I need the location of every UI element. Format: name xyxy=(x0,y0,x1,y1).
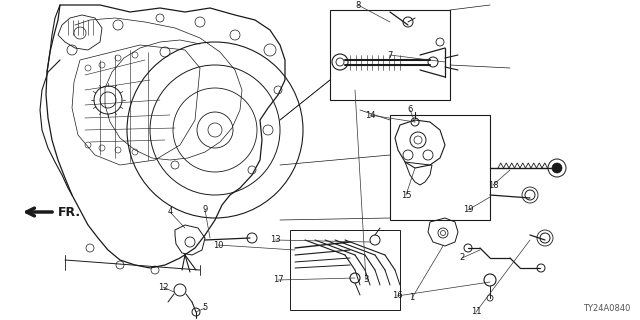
Text: 7: 7 xyxy=(387,51,393,60)
Circle shape xyxy=(552,163,562,173)
Text: 2: 2 xyxy=(460,253,465,262)
Text: 13: 13 xyxy=(269,236,280,244)
Text: 5: 5 xyxy=(202,303,207,313)
Text: 14: 14 xyxy=(365,110,375,119)
Text: TY24A0840: TY24A0840 xyxy=(582,304,630,313)
Text: 16: 16 xyxy=(392,292,403,300)
Text: 10: 10 xyxy=(212,241,223,250)
Text: 4: 4 xyxy=(168,207,173,217)
Text: 12: 12 xyxy=(157,283,168,292)
Text: 3: 3 xyxy=(364,276,369,284)
Text: 17: 17 xyxy=(273,276,284,284)
Text: 9: 9 xyxy=(202,205,207,214)
Text: FR.: FR. xyxy=(58,205,81,219)
Text: 18: 18 xyxy=(488,180,499,189)
Text: 8: 8 xyxy=(355,1,361,10)
Text: 19: 19 xyxy=(463,205,473,214)
Text: 6: 6 xyxy=(407,106,413,115)
Text: 11: 11 xyxy=(471,308,481,316)
Text: 15: 15 xyxy=(401,190,412,199)
Text: 1: 1 xyxy=(410,293,415,302)
